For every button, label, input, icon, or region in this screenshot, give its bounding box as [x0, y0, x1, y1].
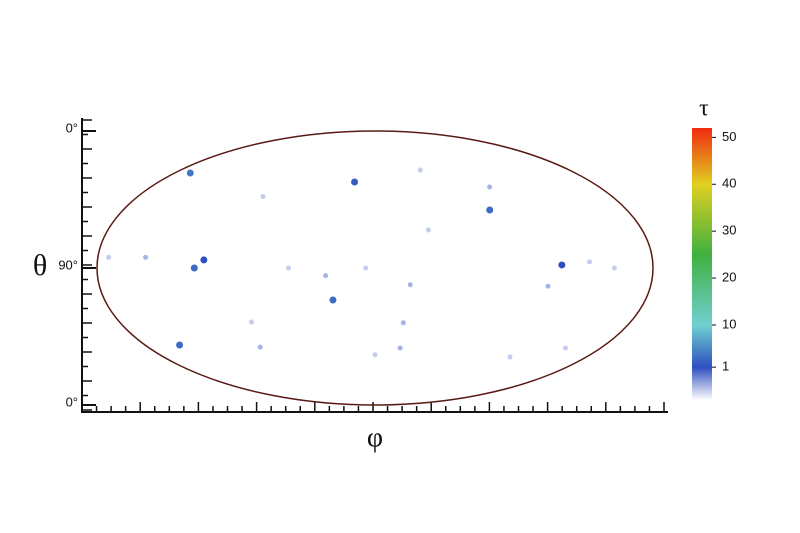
- sky-spot: [186, 169, 194, 177]
- sky-spot: [249, 319, 255, 325]
- sky-spot: [545, 283, 551, 289]
- y-axis-label: θ: [33, 249, 47, 282]
- sky-spot: [260, 193, 266, 199]
- sky-spot: [487, 184, 493, 190]
- colorbar-tick-label: 30: [722, 223, 736, 238]
- colorbar-tick-label: 20: [722, 270, 736, 285]
- colorbar-tick-label: 10: [722, 316, 736, 331]
- sky-spot: [611, 265, 617, 271]
- colorbar-tick-label: 40: [722, 176, 736, 191]
- sky-spot: [190, 264, 198, 272]
- sky-spot: [257, 344, 263, 350]
- sky-frame: [96, 130, 654, 406]
- colorbar-tick-label: 50: [722, 129, 736, 144]
- sky-spot: [562, 345, 568, 351]
- sky-spot: [397, 345, 403, 351]
- sky-spot: [329, 296, 337, 304]
- sky-spot: [351, 178, 359, 186]
- sky-spot: [407, 282, 413, 288]
- sky-spot: [425, 227, 431, 233]
- colorbar-label: τ: [699, 96, 709, 122]
- sky-spot: [200, 256, 208, 264]
- sky-spot: [400, 320, 406, 326]
- sky-spot: [363, 265, 369, 271]
- colorbar-tick-label: 1: [722, 359, 729, 374]
- y-tick-label: 90°: [58, 257, 78, 272]
- sky-spot: [417, 167, 423, 173]
- sky-spot: [106, 254, 112, 260]
- sky-spot: [143, 254, 149, 260]
- colorbar: [692, 128, 712, 400]
- sky-spot: [286, 265, 292, 271]
- sky-spot: [507, 354, 513, 360]
- sky-spot: [176, 341, 184, 349]
- sky-spot: [372, 352, 378, 358]
- x-axis-label: φ: [367, 422, 383, 453]
- sky-spot: [323, 273, 329, 279]
- sky-spot: [486, 206, 494, 214]
- sky-spot: [586, 259, 592, 265]
- y-tick-label: 0°: [66, 394, 78, 409]
- y-tick-label: 0°: [66, 120, 78, 135]
- sky-spot: [558, 261, 566, 269]
